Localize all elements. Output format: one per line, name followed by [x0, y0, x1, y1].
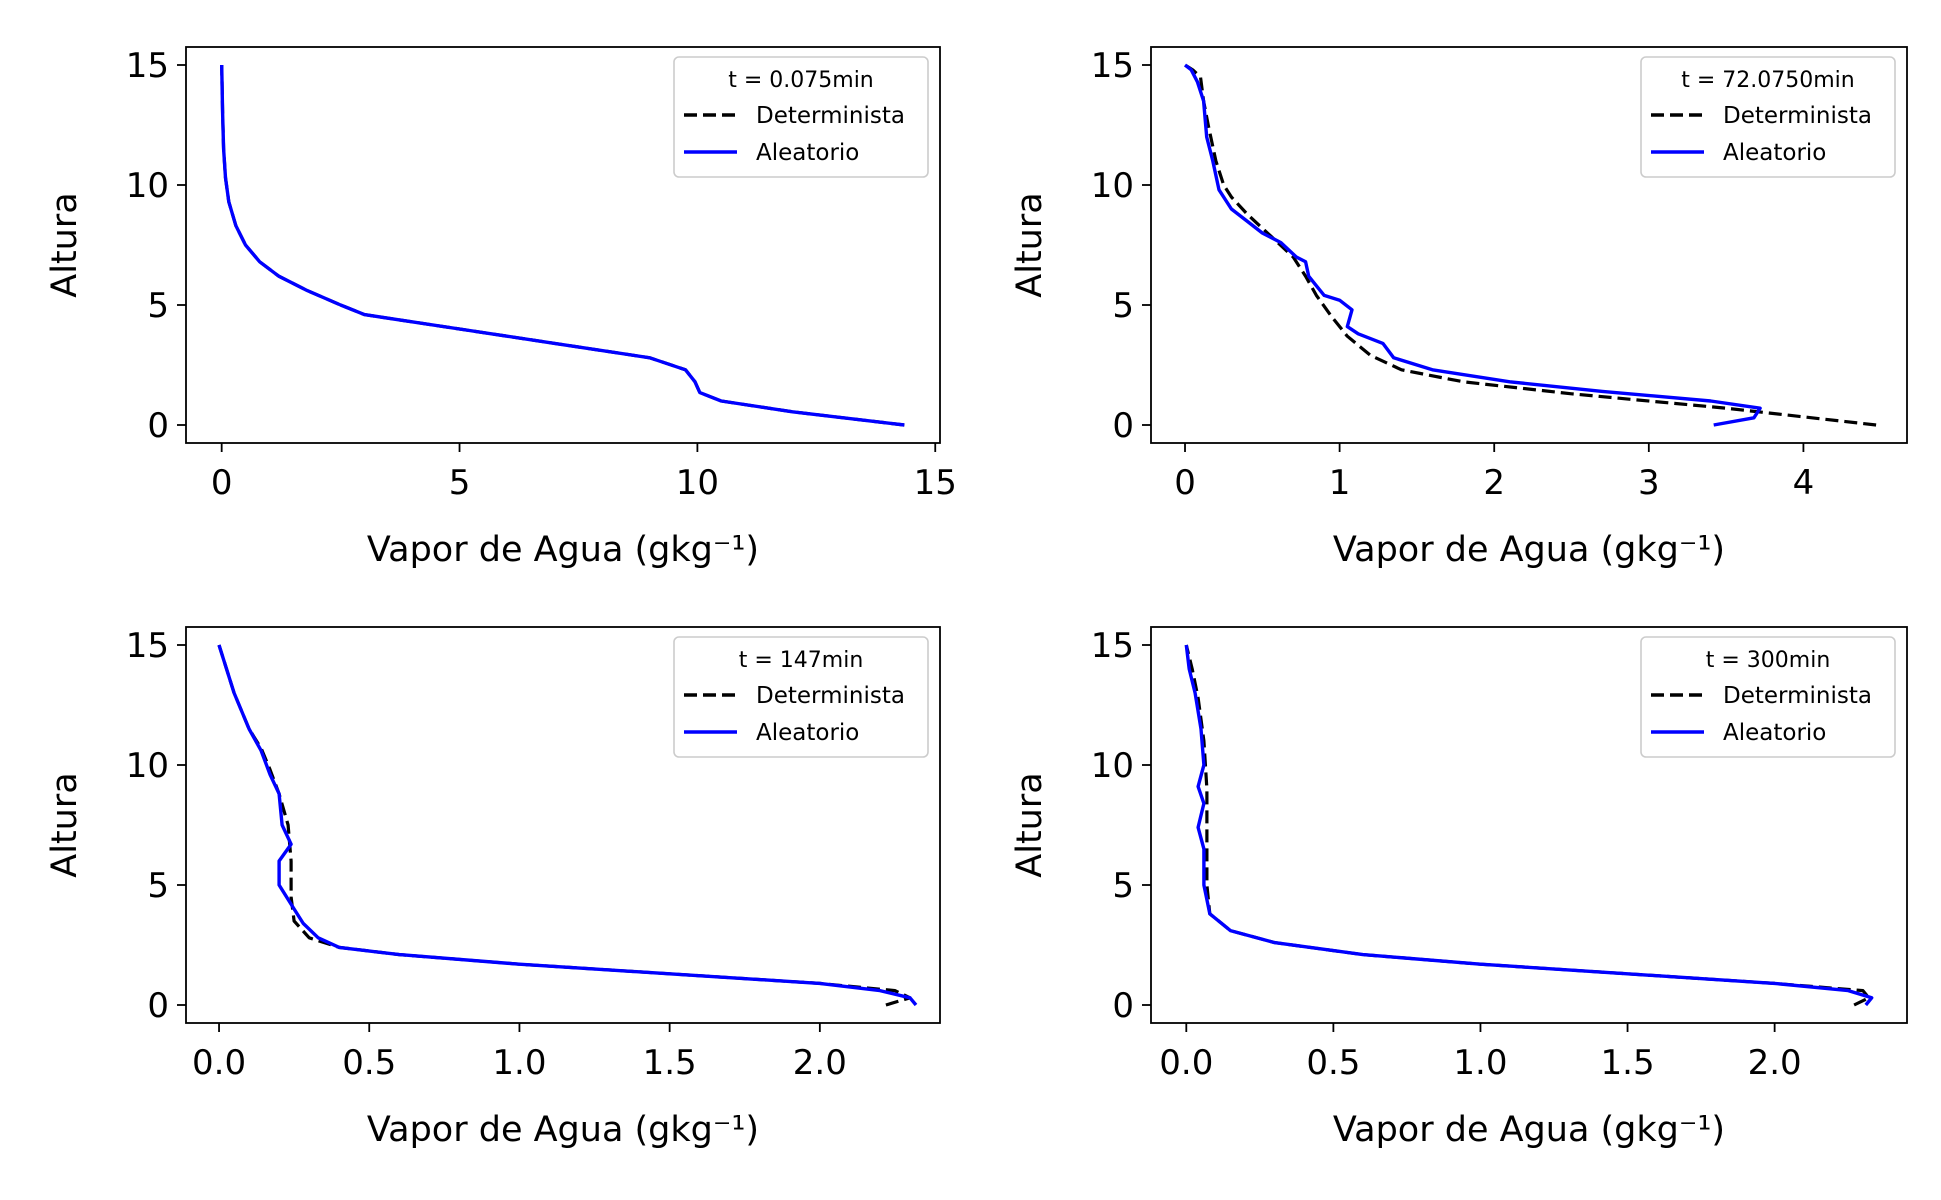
legend: t = 72.0750min Determinista Aleatorio: [1640, 56, 1896, 178]
legend: t = 300min Determinista Aleatorio: [1640, 636, 1896, 758]
y-axis-label: Altura: [45, 192, 85, 297]
legend-title: t = 72.0750min: [1681, 68, 1855, 93]
series-line-aleatorio: [217, 644, 918, 1007]
y-tick-label: 10: [126, 746, 169, 786]
y-tick-label: 10: [1091, 166, 1134, 206]
y-tick-label: 10: [126, 166, 169, 206]
legend-title: t = 0.075min: [728, 68, 874, 93]
legend-label-determinista: Determinista: [1723, 103, 1872, 129]
legend-label-aleatorio: Aleatorio: [1723, 720, 1826, 746]
y-tick-label: 0: [147, 406, 169, 446]
x-axis-label: Vapor de Agua (gkg⁻¹): [367, 1110, 759, 1150]
x-axis-label: Vapor de Agua (gkg⁻¹): [1333, 1110, 1725, 1150]
y-tick-label: 15: [1091, 626, 1134, 666]
axes-frame: [185, 46, 941, 444]
x-tick-label: 1.0: [492, 1043, 546, 1083]
x-tick-label: 2.0: [1748, 1043, 1802, 1083]
chart-panel-2: 0 1 2 3 4 0 5 10 15 Vapor de Agua (gkg⁻¹) Altura t …: [1010, 46, 1908, 570]
y-tick-label: 0: [1112, 986, 1134, 1026]
axes-frame: [185, 626, 941, 1024]
y-tick-label: 15: [1091, 46, 1134, 86]
series-line-aleatorio: [1183, 63, 1762, 427]
legend-box: [673, 56, 929, 178]
x-tick-label: 4: [1793, 463, 1815, 503]
x-tick-label: 0.5: [342, 1043, 396, 1083]
x-tick-label: 0.0: [192, 1043, 246, 1083]
y-tick-label: 10: [1091, 746, 1134, 786]
legend-box: [1640, 56, 1896, 178]
legend: t = 0.075min Determinista Aleatorio: [673, 56, 929, 178]
x-tick-label: 1: [1329, 463, 1351, 503]
y-tick-label: 5: [147, 866, 169, 906]
x-tick-label: 0: [211, 463, 233, 503]
y-tick-label: 5: [1112, 286, 1134, 326]
chart-panel-3: 0.0 0.5 1.0 1.5 2.0 0 5 10 15 Vapor de Agua (gkg⁻…: [45, 626, 941, 1150]
x-axis-label: Vapor de Agua (gkg⁻¹): [367, 530, 759, 570]
legend-label-determinista: Determinista: [1723, 683, 1872, 709]
y-axis-label: Altura: [1010, 192, 1050, 297]
legend-box: [673, 636, 929, 758]
series-line-aleatorio: [220, 64, 905, 427]
legend-box: [1640, 636, 1896, 758]
axes-frame: [1150, 46, 1908, 444]
x-tick-label: 1.0: [1453, 1043, 1507, 1083]
axes-frame: [1150, 626, 1908, 1024]
x-axis-label: Vapor de Agua (gkg⁻¹): [1333, 530, 1725, 570]
legend-title: t = 300min: [1706, 648, 1831, 673]
chart-panel-4: 0.0 0.5 1.0 1.5 2.0 0 5 10 15 Vapor de Agua (gkg⁻…: [1010, 626, 1908, 1150]
x-tick-label: 5: [449, 463, 471, 503]
x-tick-label: 0.5: [1306, 1043, 1360, 1083]
y-tick-label: 15: [126, 46, 169, 86]
legend-label-determinista: Determinista: [756, 683, 905, 709]
x-tick-label: 15: [914, 463, 957, 503]
legend-label-aleatorio: Aleatorio: [756, 720, 859, 746]
series-line-aleatorio: [1184, 644, 1874, 1007]
x-tick-label: 1.5: [643, 1043, 697, 1083]
legend-title: t = 147min: [739, 648, 864, 673]
legend-label-aleatorio: Aleatorio: [1723, 140, 1826, 166]
y-tick-label: 0: [147, 986, 169, 1026]
x-tick-label: 1.5: [1601, 1043, 1655, 1083]
legend-label-determinista: Determinista: [756, 103, 905, 129]
chart-panel-1: 0 5 10 15 0 5 10 15 Vapor de Agua (gkg⁻¹) Altura t…: [45, 46, 957, 570]
legend-label-aleatorio: Aleatorio: [756, 140, 859, 166]
y-tick-label: 15: [126, 626, 169, 666]
x-tick-label: 2.0: [793, 1043, 847, 1083]
y-tick-label: 5: [1112, 866, 1134, 906]
x-tick-label: 2: [1483, 463, 1505, 503]
x-tick-label: 3: [1638, 463, 1660, 503]
x-tick-label: 0.0: [1159, 1043, 1213, 1083]
series-line-determinista: [1184, 63, 1877, 427]
x-tick-label: 10: [676, 463, 719, 503]
x-tick-label: 0: [1174, 463, 1196, 503]
y-tick-label: 5: [147, 286, 169, 326]
y-tick-label: 0: [1112, 406, 1134, 446]
legend: t = 147min Determinista Aleatorio: [673, 636, 929, 758]
y-axis-label: Altura: [45, 772, 85, 877]
y-axis-label: Altura: [1010, 772, 1050, 877]
